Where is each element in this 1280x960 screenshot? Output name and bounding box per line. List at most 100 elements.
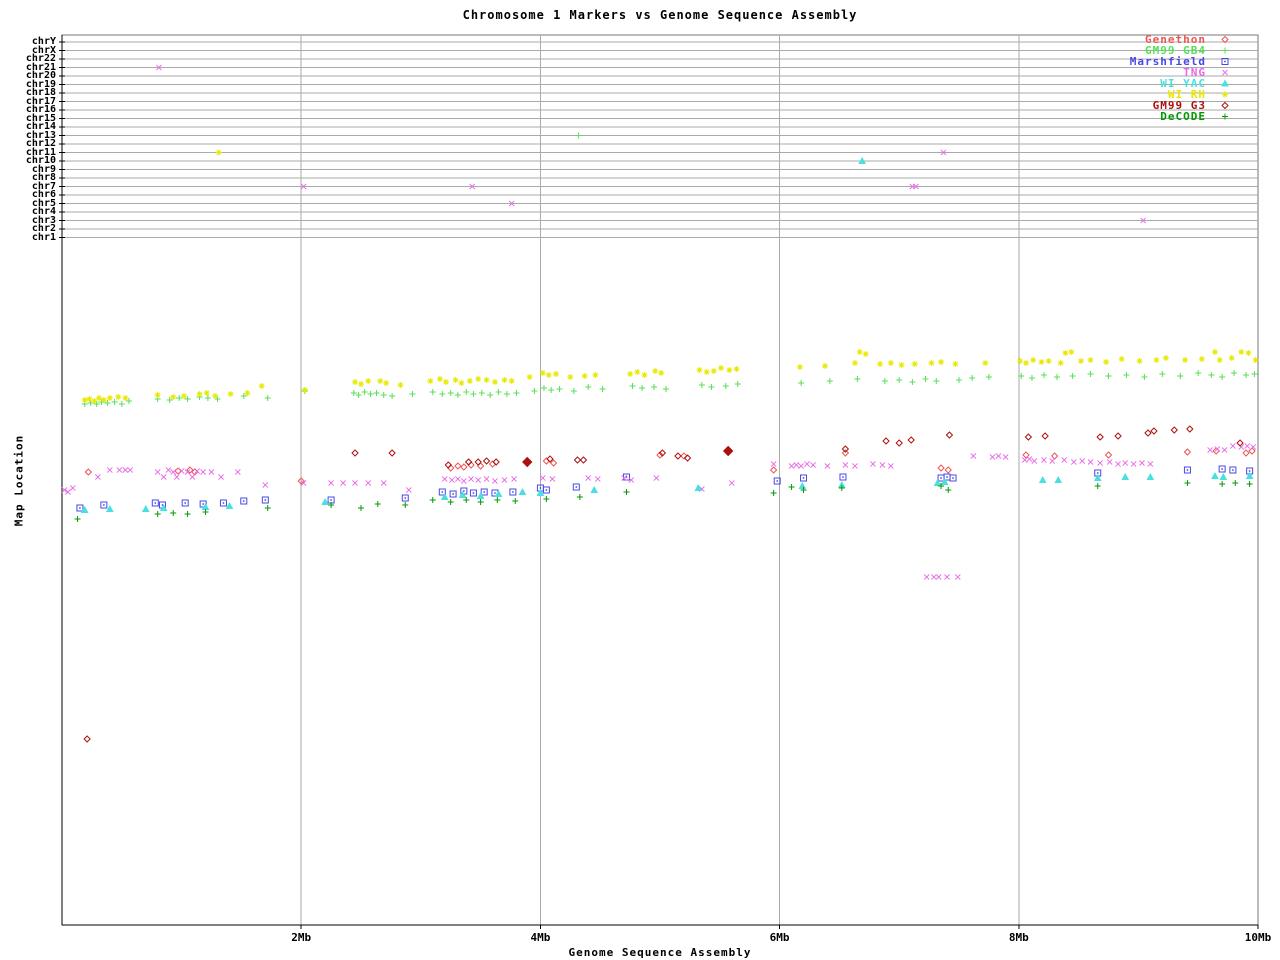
data-point [773,477,781,485]
data-point [656,451,664,459]
data-point [1017,358,1023,364]
series-genethon [84,447,1256,485]
row-label-chr15: chr15 [25,112,56,124]
data-point [373,390,380,396]
data-point [200,469,207,475]
data-point [856,349,863,355]
data-point [358,381,364,387]
data-point [361,389,368,395]
data-point [1221,35,1229,44]
data-point [545,372,552,378]
data-point [570,388,577,394]
data-point [1207,447,1214,453]
data-point [1147,461,1154,467]
data-point [641,372,648,378]
row-label-chr3: chr3 [31,214,56,226]
data-point [854,376,861,382]
data-point [1246,481,1253,487]
data-point [945,487,952,493]
data-point [154,392,161,398]
data-point [1229,466,1237,474]
data-point [629,383,636,389]
data-point [383,380,390,386]
data-point [634,369,641,375]
data-point [1087,371,1094,377]
data-point [995,453,1002,459]
legend-entry-decode: DeCODE [1130,110,1238,123]
data-point [1054,374,1061,380]
data-point [696,367,703,373]
data-point [1041,457,1047,463]
data-point [262,482,269,488]
data-point [1114,432,1122,440]
data-point [621,475,628,481]
data-point [460,463,468,471]
data-point [180,393,187,399]
data-point [441,476,448,482]
data-point [522,456,533,468]
data-point [81,397,88,403]
data-point [579,456,588,464]
data-point [1094,469,1102,477]
row-label-chr9: chr9 [31,163,56,175]
row-label-chr7: chr7 [31,180,56,192]
data-point [1211,349,1218,355]
legend-label: GM99 G3 [1152,99,1206,112]
row-label-chr16: chr16 [25,104,56,115]
data-point [1243,372,1250,378]
data-point [944,574,950,580]
series-decode [74,480,1253,522]
data-point [444,461,453,469]
data-point [466,378,473,384]
data-point [594,476,601,482]
row-label-chr10: chr10 [25,155,56,166]
row-label-chrY: chrY [31,36,56,47]
data-point [355,392,362,398]
data-point [494,489,503,498]
data-point [463,389,470,395]
data-point [402,502,409,508]
data-point [798,481,807,490]
data-point [662,386,669,392]
data-point [907,436,915,444]
data-point [549,476,556,482]
data-point [104,400,111,406]
legend-marker-plus-icon [1222,47,1228,54]
data-point [365,378,372,384]
data-point [94,474,101,480]
x-tick-label-4Mb: 4Mb [530,931,551,944]
data-point [733,366,740,372]
data-point [84,468,93,476]
data-point [1057,360,1064,366]
data-point [440,492,449,501]
data-point [956,377,962,383]
data-point [1123,372,1130,378]
data-point [458,380,465,386]
data-point [1236,439,1244,447]
data-point [509,488,517,496]
data-point [548,387,555,393]
data-point [703,369,710,375]
data-point [427,378,434,384]
data-point [1186,425,1194,433]
data-point [512,498,519,504]
data-point [454,462,462,470]
data-point [546,455,554,463]
data-point [1229,443,1236,449]
data-point [573,456,582,464]
data-point [389,393,396,399]
data-point [576,494,583,500]
data-point [181,499,189,507]
data-point [898,362,905,368]
data-point [717,365,724,371]
series-marshfield [76,465,1254,512]
data-point [683,454,692,462]
data-point [1106,459,1113,465]
data-point [176,395,183,401]
data-point [204,395,211,401]
data-point [478,390,485,396]
data-point [1222,47,1228,54]
data-point [1231,370,1238,376]
data-point [1218,465,1226,473]
data-point [734,381,741,387]
